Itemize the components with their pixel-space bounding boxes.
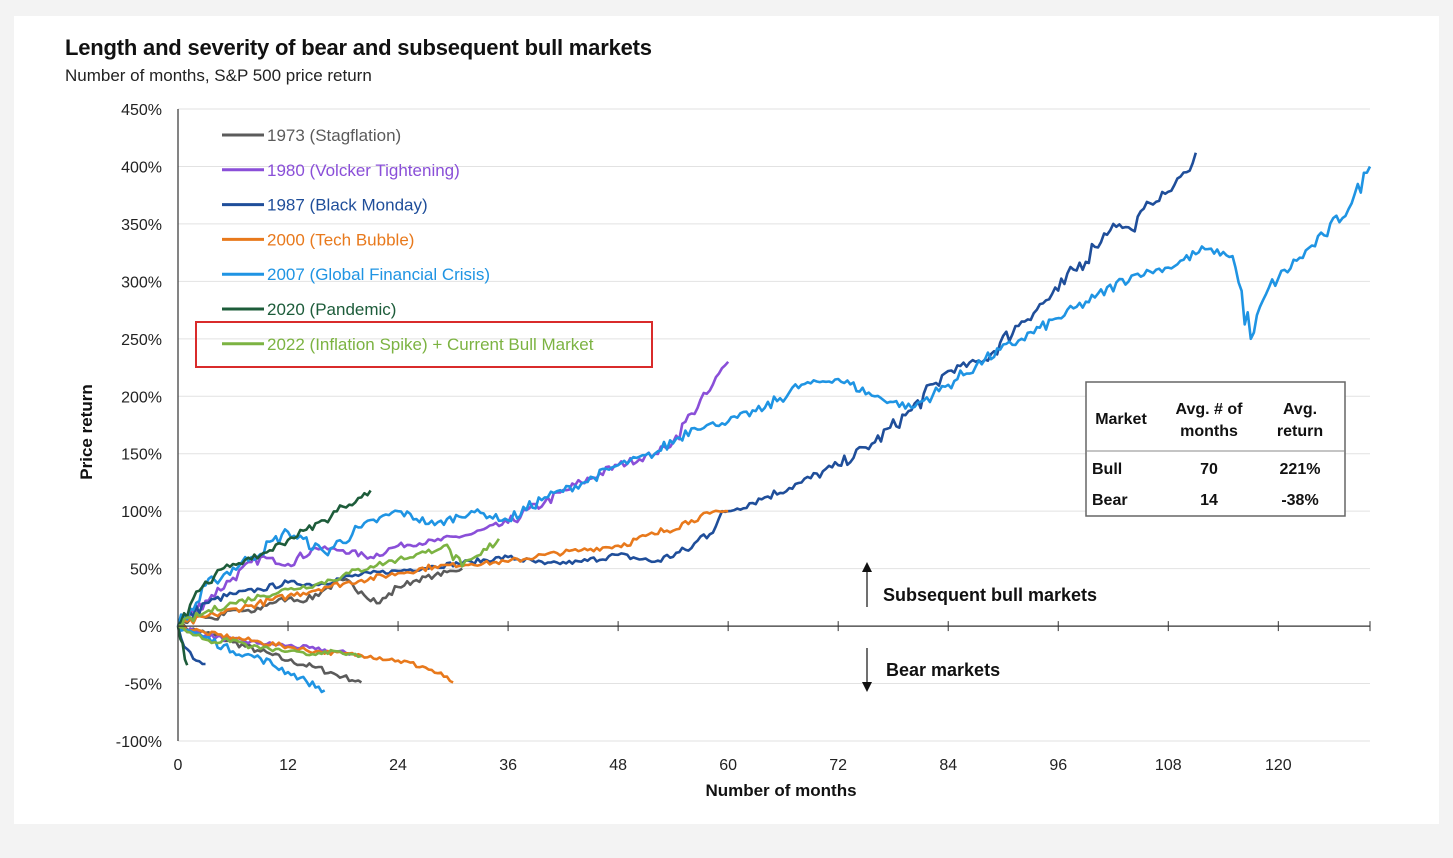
table-cell: 14 — [1200, 492, 1218, 509]
series-bear-2022 — [177, 623, 362, 659]
y-tick-label: 350% — [121, 217, 162, 234]
table-header-cell: Market — [1095, 411, 1147, 428]
legend-label: 2020 (Pandemic) — [267, 300, 396, 319]
x-tick-label: 84 — [939, 757, 957, 774]
legend-label: 2022 (Inflation Spike) + Current Bull Ma… — [267, 335, 594, 354]
x-tick-label: 0 — [174, 757, 183, 774]
y-tick-label: 250% — [121, 332, 162, 349]
stats-table-frame — [1085, 381, 1346, 517]
series-bull-2000 — [177, 509, 729, 628]
series-bull-2022 — [177, 538, 500, 629]
legend-label: 1987 (Black Monday) — [267, 196, 428, 215]
series-bull-1980 — [176, 360, 730, 627]
table-header-cell: Avg. return — [1277, 401, 1323, 440]
y-tick-label: 50% — [130, 562, 162, 579]
y-tick-label: 450% — [121, 102, 162, 119]
table-cell: Bear — [1092, 492, 1128, 509]
x-axis-label: Number of months — [705, 781, 856, 800]
table-cell: -38% — [1281, 492, 1318, 509]
legend: 1973 (Stagflation) 1980 (Volcker Tighteni… — [222, 126, 594, 354]
stats-table: Market Avg. # of months Avg. return Bull 70 221… — [1085, 381, 1346, 517]
y-axis-ticks: -100% -50% 0% 50% 100% 150% 200% 250% 300% 350% 40… — [116, 102, 162, 751]
y-tick-label: 150% — [121, 447, 162, 464]
chart-title: Length and severity of bear and subseque… — [65, 35, 652, 60]
down-arrow-head — [862, 682, 872, 692]
legend-highlight-box — [195, 321, 653, 368]
x-tick-label: 12 — [279, 757, 297, 774]
x-axis-ticks: 0 12 24 36 48 60 72 84 96 108 120 — [174, 621, 1371, 774]
direction-arrows: Subsequent bull markets Bear markets — [862, 562, 1097, 692]
x-tick-label: 72 — [829, 757, 847, 774]
x-tick-label: 36 — [499, 757, 517, 774]
series-bull-2007 — [176, 165, 1372, 627]
legend-label: 1980 (Volcker Tightening) — [267, 161, 460, 180]
y-tick-label: -50% — [125, 677, 162, 694]
series-bear-2020 — [176, 625, 189, 666]
y-tick-label: 400% — [121, 159, 162, 176]
y-tick-label: 0% — [139, 619, 162, 636]
y-tick-label: 100% — [121, 504, 162, 521]
x-tick-label: 60 — [719, 757, 737, 774]
y-axis-label: Price return — [77, 384, 96, 479]
x-tick-label: 24 — [389, 757, 407, 774]
legend-label: 2007 (Global Financial Crisis) — [267, 265, 490, 284]
bull-markets-label: Subsequent bull markets — [883, 585, 1097, 605]
x-tick-label: 96 — [1049, 757, 1067, 774]
y-tick-label: -100% — [116, 734, 162, 751]
table-cell: 221% — [1280, 461, 1321, 478]
y-tick-label: 200% — [121, 389, 162, 406]
series-bull-2020 — [176, 489, 372, 627]
chart-subtitle: Number of months, S&P 500 price return — [65, 66, 372, 85]
y-tick-label: 300% — [121, 274, 162, 291]
legend-label: 2000 (Tech Bubble) — [267, 230, 414, 249]
series-lines — [176, 152, 1372, 694]
table-cell: Bull — [1092, 461, 1122, 478]
table-cell: 70 — [1200, 461, 1218, 478]
legend-label: 1973 (Stagflation) — [267, 126, 401, 145]
up-arrow-head — [862, 562, 872, 572]
bear-markets-label: Bear markets — [886, 660, 1000, 680]
x-tick-label: 48 — [609, 757, 627, 774]
series-bull-1987 — [177, 152, 1198, 628]
series-bear-1973 — [177, 623, 363, 684]
x-tick-label: 120 — [1265, 757, 1292, 774]
x-tick-label: 108 — [1155, 757, 1182, 774]
table-header-cell: Avg. # of months — [1176, 401, 1244, 440]
series-bear-2007 — [176, 625, 326, 694]
